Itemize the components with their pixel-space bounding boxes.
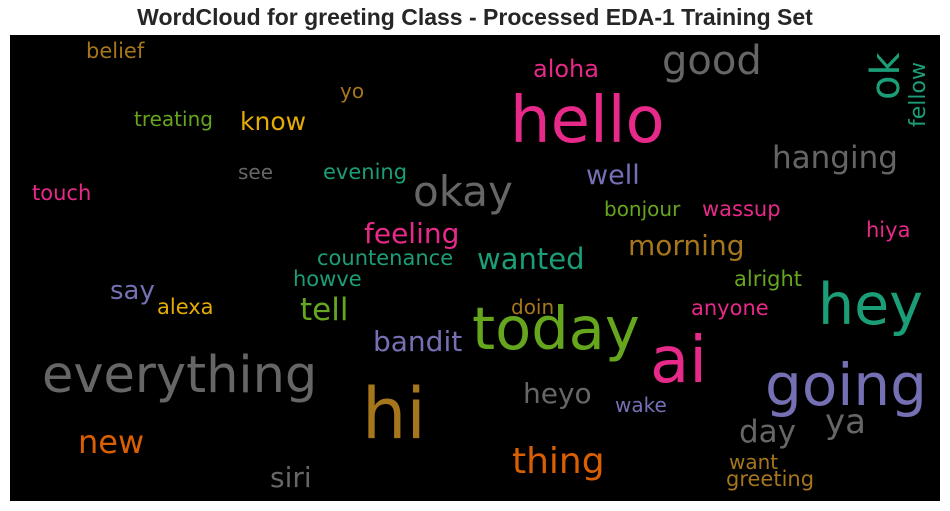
word-fellow: fellow [906, 62, 931, 127]
word-alexa: alexa [157, 295, 214, 319]
word-well: well [586, 160, 640, 191]
word-countenance: countenance [317, 246, 454, 270]
word-alright: alright [734, 267, 803, 291]
chart-title: WordCloud for greeting Class - Processed… [137, 4, 813, 30]
word-hiya: hiya [866, 218, 911, 242]
word-bandit: bandit [373, 325, 463, 358]
word-hi: hi [362, 373, 426, 455]
word-belief: belief [86, 39, 145, 63]
word-ok: ok [863, 52, 909, 100]
word-touch: touch [32, 181, 92, 205]
word-bonjour: bonjour [604, 197, 681, 221]
word-wake: wake [615, 393, 667, 417]
word-heyo: heyo [523, 377, 592, 410]
word-say: say [110, 276, 155, 306]
word-wassup: wassup [702, 197, 781, 221]
word-siri: siri [270, 461, 312, 494]
wordcloud-canvas: hello good ok fellow belief aloha yo treating kn… [10, 35, 940, 501]
word-evening: evening [323, 160, 408, 184]
word-greeting: greeting [726, 467, 815, 491]
word-want: want [729, 450, 779, 474]
word-hello: hello [510, 84, 665, 158]
word-morning: morning [628, 229, 745, 262]
word-today: today [472, 294, 640, 363]
word-hanging: hanging [772, 140, 898, 176]
word-good: good [662, 38, 762, 84]
word-aloha: aloha [533, 55, 599, 83]
word-see: see [238, 160, 274, 184]
word-yo: yo [340, 79, 365, 103]
word-going: going [765, 351, 927, 419]
word-ai: ai [650, 324, 707, 398]
word-thing: thing [512, 441, 605, 482]
word-okay: okay [413, 167, 513, 216]
word-feeling: feeling [364, 217, 460, 250]
word-ya: ya [825, 402, 866, 442]
word-anyone: anyone [691, 296, 769, 320]
word-howve: howve [293, 267, 362, 291]
word-know: know [240, 107, 307, 136]
word-tell: tell [300, 292, 349, 328]
word-treating: treating [134, 107, 213, 131]
word-wanted: wanted [477, 242, 585, 276]
word-day: day [739, 414, 797, 450]
word-new: new [78, 423, 145, 461]
word-hey: hey [818, 272, 923, 338]
word-everything: everything [42, 346, 318, 405]
word-doin: doin [511, 295, 555, 319]
